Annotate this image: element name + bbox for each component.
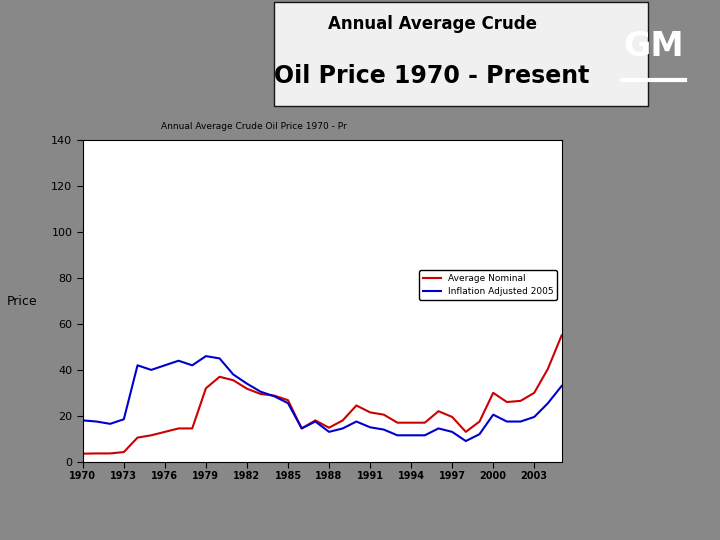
Text: 1973: 1973 bbox=[110, 471, 138, 481]
Text: GM: GM bbox=[623, 30, 684, 63]
Text: 1985: 1985 bbox=[274, 471, 302, 481]
Legend: Average Nominal, Inflation Adjusted 2005: Average Nominal, Inflation Adjusted 2005 bbox=[419, 270, 557, 300]
Text: 1982: 1982 bbox=[233, 471, 261, 481]
Y-axis label: Price: Price bbox=[6, 294, 37, 308]
FancyBboxPatch shape bbox=[274, 2, 648, 106]
Text: 2003: 2003 bbox=[521, 471, 548, 481]
Text: 1991: 1991 bbox=[356, 471, 384, 481]
Text: 1997: 1997 bbox=[438, 471, 466, 481]
Text: 1988: 1988 bbox=[315, 471, 343, 481]
Text: Oil Price 1970 - Present: Oil Price 1970 - Present bbox=[274, 64, 590, 87]
Text: 1970: 1970 bbox=[69, 471, 96, 481]
Text: Annual Average Crude Oil Price 1970 - Pr: Annual Average Crude Oil Price 1970 - Pr bbox=[161, 123, 346, 131]
Text: Annual Average Crude: Annual Average Crude bbox=[328, 15, 536, 33]
Text: 1976: 1976 bbox=[151, 471, 179, 481]
Text: 1979: 1979 bbox=[192, 471, 220, 481]
Text: 1994: 1994 bbox=[397, 471, 425, 481]
Text: 2000: 2000 bbox=[480, 471, 507, 481]
